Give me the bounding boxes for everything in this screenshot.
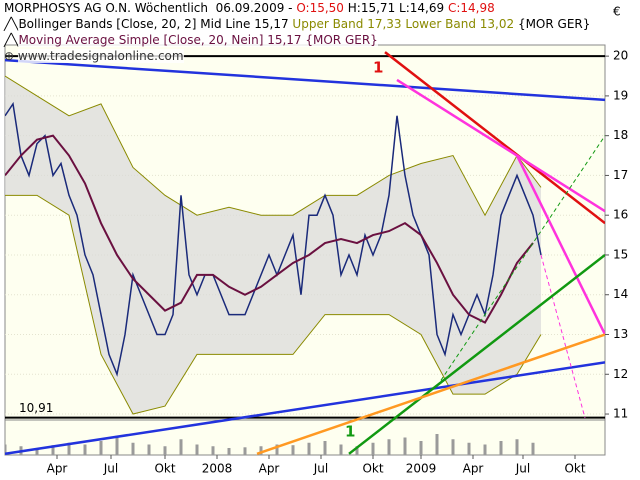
annotation: 1 xyxy=(345,422,355,440)
y-tick-label: 20 xyxy=(613,49,628,63)
close: C:14,98 xyxy=(447,1,495,15)
volume-bar xyxy=(467,442,471,455)
date: 06.09.2009 xyxy=(215,1,285,15)
volume-bar xyxy=(371,442,375,455)
high: H:15,71 xyxy=(347,1,396,15)
x-tick-label: Okt xyxy=(362,462,383,476)
header-line: ⊕ www.tradesignalonline.com xyxy=(4,49,184,63)
bands: Upper Band 17,33 Lower Band 13,02 xyxy=(292,17,515,31)
y-tick-label: 14 xyxy=(613,287,628,301)
volume-bar xyxy=(387,439,391,455)
upper-band xyxy=(5,75,542,217)
y-tick-label: 18 xyxy=(613,128,628,142)
bollinger-band xyxy=(5,76,541,415)
volume-bar xyxy=(5,444,7,455)
volume-bar xyxy=(211,446,215,455)
volume-bar xyxy=(51,445,55,455)
trend-line xyxy=(515,154,605,336)
x-tick-label: Jul xyxy=(515,462,530,476)
volume-bar xyxy=(451,439,455,455)
x-tick-label: 2009 xyxy=(406,462,437,476)
trend-line xyxy=(436,135,605,387)
low: L:14,69 xyxy=(399,1,445,15)
ma-line xyxy=(5,134,534,324)
volume-bar xyxy=(355,446,359,455)
header-line: ╱╲Moving Average Simple [Close, 20, Nein… xyxy=(4,33,378,47)
volume-bar xyxy=(179,439,183,455)
volume-bar xyxy=(531,442,535,455)
lower-band xyxy=(5,194,542,415)
trend-line xyxy=(5,361,605,455)
bollinger: Bollinger Bands [Close, 20, 2] Mid Line … xyxy=(18,17,289,31)
open: O:15,50 xyxy=(296,1,344,15)
y-tick-label: 13 xyxy=(613,327,628,341)
annotation: 1 xyxy=(373,59,383,77)
watermark: www.tradesignalonline.com xyxy=(17,49,184,63)
y-tick-label: 15 xyxy=(613,247,628,261)
volume-bar xyxy=(195,444,199,455)
x-tick-label: Jul xyxy=(313,462,328,476)
volume-bar xyxy=(483,444,487,455)
trend-line xyxy=(5,58,605,102)
ma: Moving Average Simple [Close, 20, Nein] … xyxy=(18,33,378,47)
trend-line xyxy=(384,51,605,225)
volume-bar xyxy=(243,447,247,455)
volume-bar xyxy=(435,434,439,455)
volume-bar xyxy=(403,437,407,455)
trend-line xyxy=(348,253,605,455)
volume-bar xyxy=(291,445,295,455)
y-tick-label: 11 xyxy=(613,407,628,421)
volume-bar xyxy=(35,448,39,455)
volume-bar xyxy=(131,442,135,455)
volume-bar xyxy=(275,444,279,455)
x-tick-label: Okt xyxy=(154,462,175,476)
x-tick-label: Jul xyxy=(103,462,118,476)
volume-bar xyxy=(83,444,87,455)
header-line: ╱╲Bollinger Bands [Close, 20, 2] Mid Lin… xyxy=(4,17,591,31)
x-tick-label: Apr xyxy=(463,462,484,476)
x-tick-label: Apr xyxy=(259,462,280,476)
y-tick-label: 16 xyxy=(613,208,628,222)
bollinger-tag: {MOR GER} xyxy=(517,17,591,31)
volume-bar xyxy=(163,446,167,455)
level-label: 10,91 xyxy=(19,401,53,415)
x-tick-label: Okt xyxy=(564,462,585,476)
x-tick-label: 2008 xyxy=(202,462,233,476)
volume-bar xyxy=(259,446,263,455)
volume-bar xyxy=(323,441,327,455)
y-tick-label: 17 xyxy=(613,168,628,182)
volume-bar xyxy=(227,448,231,455)
volume-bar xyxy=(147,444,151,455)
y-tick-label: 19 xyxy=(613,88,628,102)
volume-bar xyxy=(115,435,119,455)
volume-bar xyxy=(67,442,71,455)
volume-bar xyxy=(307,442,311,455)
symbol: MORPHOSYS AG O.N. Wöchentlich xyxy=(4,1,208,15)
trend-line xyxy=(256,333,605,455)
volume-bar xyxy=(499,441,503,455)
header: MORPHOSYS AG O.N. Wöchentlich 06.09.2009… xyxy=(4,0,591,64)
trend-line xyxy=(540,254,586,419)
x-tick-label: Apr xyxy=(47,462,68,476)
volume-bar xyxy=(515,439,519,455)
currency: € xyxy=(613,5,621,19)
volume-bar xyxy=(99,441,103,455)
price-line xyxy=(5,101,542,377)
y-tick-label: 12 xyxy=(613,367,628,381)
header-line: MORPHOSYS AG O.N. Wöchentlich 06.09.2009… xyxy=(4,1,495,15)
volume-bar xyxy=(339,444,343,455)
volume-bar xyxy=(419,441,423,455)
